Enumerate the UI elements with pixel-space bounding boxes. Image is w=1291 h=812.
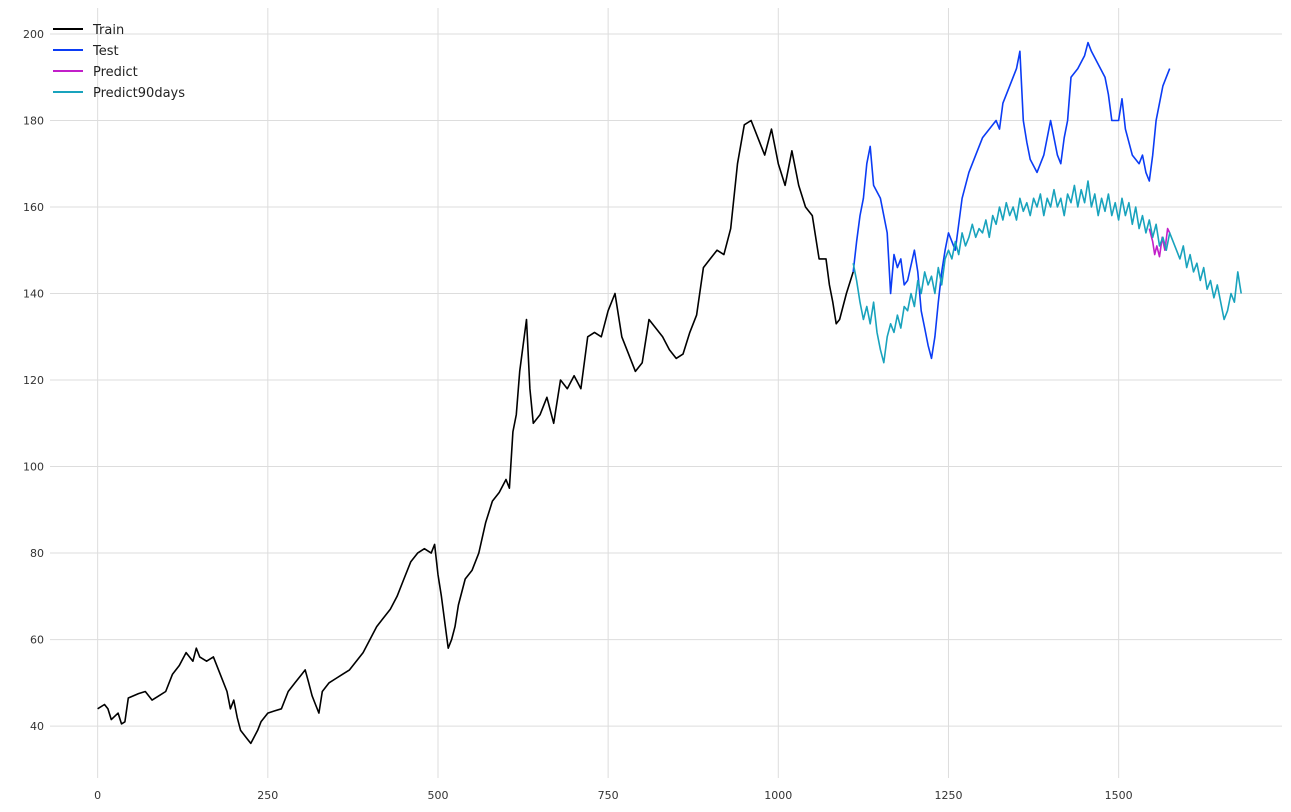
y-tick-label: 100 (23, 461, 44, 474)
axis-ticks: 0 250 500 750 1000 1250 1500 40 60 80 100 120 140 160… (23, 28, 1133, 802)
y-tick-label: 40 (30, 720, 44, 733)
series-line-predict90days (852, 180, 1242, 364)
series-line-train (97, 119, 854, 745)
y-tick-label: 140 (23, 288, 44, 301)
legend: Train Test Predict Predict90days (53, 23, 185, 101)
x-tick-label: 0 (94, 789, 101, 802)
grid-lines (50, 8, 1282, 778)
x-tick-label: 1000 (764, 789, 792, 802)
legend-label-train: Train (92, 23, 124, 38)
legend-label-test: Test (92, 44, 119, 59)
x-tick-label: 250 (257, 789, 278, 802)
x-tick-label: 1250 (934, 789, 962, 802)
series-line-test (852, 41, 1171, 360)
y-tick-label: 200 (23, 28, 44, 41)
y-tick-label: 60 (30, 634, 44, 647)
y-tick-label: 80 (30, 547, 44, 560)
y-tick-label: 120 (23, 374, 44, 387)
series-line-predict (1148, 227, 1171, 258)
y-tick-label: 160 (23, 201, 44, 214)
x-tick-label: 500 (427, 789, 448, 802)
legend-label-predict: Predict (93, 65, 138, 80)
legend-label-predict90days: Predict90days (93, 86, 185, 101)
y-tick-label: 180 (23, 114, 44, 127)
x-tick-label: 750 (598, 789, 619, 802)
x-tick-label: 1500 (1105, 789, 1133, 802)
series-layer (97, 41, 1242, 745)
